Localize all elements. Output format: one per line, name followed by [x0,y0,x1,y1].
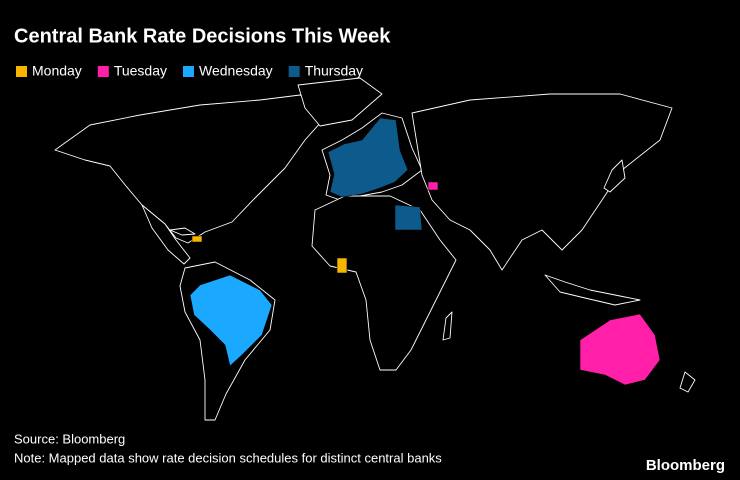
legend-label: Tuesday [114,63,167,79]
legend: Monday Tuesday Wednesday Thursday [16,63,363,79]
africa [311,195,457,371]
tuesday-caucasus [427,181,439,191]
wednesday-brazil [189,274,273,367]
source: Source: Bloomberg [14,431,125,446]
greenland [297,77,383,127]
tuesday-australia [579,313,661,386]
new-zealand [679,371,696,393]
indonesia [544,274,641,306]
cuba [169,227,196,236]
north-america [54,94,331,244]
monday-ghana [336,257,348,274]
asia [411,93,673,271]
legend-label: Wednesday [199,63,273,79]
madagascar [442,311,453,341]
legend-label: Thursday [305,63,363,79]
title: Central Bank Rate Decisions This Week [14,25,391,47]
note: Note: Mapped data show rate decision sch… [14,450,442,465]
monday-caribbean [191,235,203,243]
legend-swatch [183,66,194,77]
legend-swatch [97,66,109,77]
central-america [141,204,191,265]
thursday-europe [327,117,409,198]
legend-label: Monday [32,63,82,79]
thursday-egypt [394,204,423,231]
japan [603,159,626,193]
highlighted-countries [189,117,661,386]
legend-swatch [16,66,27,77]
logo: Bloomberg [646,457,725,474]
legend-swatch [288,66,300,77]
